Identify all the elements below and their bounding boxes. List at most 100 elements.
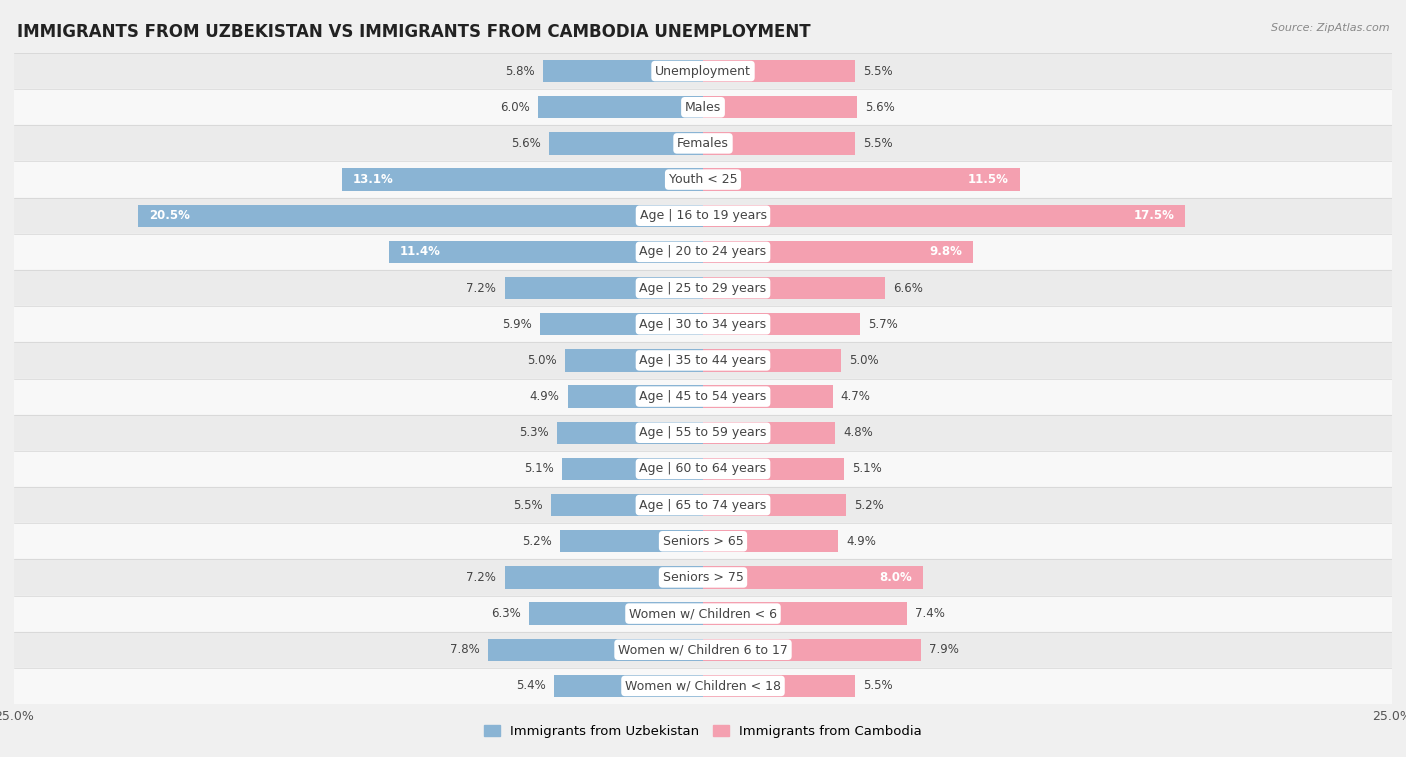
Text: Age | 25 to 29 years: Age | 25 to 29 years <box>640 282 766 294</box>
Bar <box>14 487 1392 523</box>
Text: 4.7%: 4.7% <box>841 390 870 403</box>
Text: Age | 16 to 19 years: Age | 16 to 19 years <box>640 209 766 223</box>
Text: Seniors > 65: Seniors > 65 <box>662 534 744 548</box>
Text: Women w/ Children < 18: Women w/ Children < 18 <box>626 680 780 693</box>
Bar <box>554 674 703 697</box>
Text: 5.1%: 5.1% <box>852 463 882 475</box>
Bar <box>14 451 1392 487</box>
Text: Age | 30 to 34 years: Age | 30 to 34 years <box>640 318 766 331</box>
Text: 4.9%: 4.9% <box>530 390 560 403</box>
Text: 20.5%: 20.5% <box>149 209 190 223</box>
Bar <box>14 53 1392 89</box>
Text: 5.7%: 5.7% <box>869 318 898 331</box>
Bar <box>703 603 907 625</box>
Text: IMMIGRANTS FROM UZBEKISTAN VS IMMIGRANTS FROM CAMBODIA UNEMPLOYMENT: IMMIGRANTS FROM UZBEKISTAN VS IMMIGRANTS… <box>17 23 810 41</box>
Text: 5.1%: 5.1% <box>524 463 554 475</box>
Text: 13.1%: 13.1% <box>353 173 394 186</box>
Text: Age | 20 to 24 years: Age | 20 to 24 years <box>640 245 766 258</box>
Text: 7.9%: 7.9% <box>929 643 959 656</box>
Bar <box>703 674 855 697</box>
Bar <box>14 631 1392 668</box>
Text: 5.0%: 5.0% <box>527 354 557 367</box>
Text: Age | 65 to 74 years: Age | 65 to 74 years <box>640 499 766 512</box>
Text: Youth < 25: Youth < 25 <box>669 173 737 186</box>
Bar <box>703 132 855 154</box>
Text: 5.4%: 5.4% <box>516 680 546 693</box>
Text: 5.2%: 5.2% <box>522 534 551 548</box>
Text: Age | 35 to 44 years: Age | 35 to 44 years <box>640 354 766 367</box>
Text: 7.4%: 7.4% <box>915 607 945 620</box>
Text: 5.5%: 5.5% <box>863 64 893 77</box>
Text: 4.9%: 4.9% <box>846 534 876 548</box>
Text: 11.5%: 11.5% <box>967 173 1010 186</box>
Bar <box>14 559 1392 596</box>
Bar <box>568 385 703 408</box>
Bar <box>14 126 1392 161</box>
Bar <box>703 385 832 408</box>
Bar <box>703 277 884 299</box>
Text: 6.6%: 6.6% <box>893 282 922 294</box>
Bar <box>14 668 1392 704</box>
Bar <box>703 241 973 263</box>
Bar <box>703 313 860 335</box>
Text: Age | 60 to 64 years: Age | 60 to 64 years <box>640 463 766 475</box>
Bar <box>342 168 703 191</box>
Bar <box>543 60 703 83</box>
Bar <box>540 313 703 335</box>
Bar <box>703 204 1185 227</box>
Bar <box>703 566 924 589</box>
Text: Women w/ Children 6 to 17: Women w/ Children 6 to 17 <box>619 643 787 656</box>
Text: 7.8%: 7.8% <box>450 643 479 656</box>
Text: 8.0%: 8.0% <box>880 571 912 584</box>
Bar <box>557 422 703 444</box>
Text: 11.4%: 11.4% <box>399 245 440 258</box>
Text: 9.8%: 9.8% <box>929 245 962 258</box>
Text: 6.0%: 6.0% <box>499 101 530 114</box>
Bar <box>530 603 703 625</box>
Text: Age | 55 to 59 years: Age | 55 to 59 years <box>640 426 766 439</box>
Text: 4.8%: 4.8% <box>844 426 873 439</box>
Bar <box>703 422 835 444</box>
Bar <box>14 270 1392 306</box>
Bar <box>389 241 703 263</box>
Bar <box>488 639 703 661</box>
Bar <box>14 89 1392 126</box>
Text: 5.5%: 5.5% <box>863 680 893 693</box>
Bar <box>505 277 703 299</box>
Bar <box>703 639 921 661</box>
Text: Women w/ Children < 6: Women w/ Children < 6 <box>628 607 778 620</box>
Text: Males: Males <box>685 101 721 114</box>
Text: Source: ZipAtlas.com: Source: ZipAtlas.com <box>1271 23 1389 33</box>
Bar <box>138 204 703 227</box>
Text: 7.2%: 7.2% <box>467 282 496 294</box>
Text: 17.5%: 17.5% <box>1133 209 1174 223</box>
Bar <box>505 566 703 589</box>
Bar <box>14 342 1392 378</box>
Text: Unemployment: Unemployment <box>655 64 751 77</box>
Bar <box>565 349 703 372</box>
Bar <box>703 349 841 372</box>
Text: 5.8%: 5.8% <box>505 64 534 77</box>
Bar <box>562 458 703 480</box>
Bar <box>703 168 1019 191</box>
Text: 7.2%: 7.2% <box>467 571 496 584</box>
Text: Age | 45 to 54 years: Age | 45 to 54 years <box>640 390 766 403</box>
Text: 5.5%: 5.5% <box>513 499 543 512</box>
Bar <box>703 494 846 516</box>
Bar <box>703 60 855 83</box>
Bar <box>560 530 703 553</box>
Bar <box>14 415 1392 451</box>
Bar <box>14 378 1392 415</box>
Bar <box>551 494 703 516</box>
Text: 5.6%: 5.6% <box>510 137 540 150</box>
Text: 5.6%: 5.6% <box>866 101 896 114</box>
Bar <box>14 161 1392 198</box>
Text: Seniors > 75: Seniors > 75 <box>662 571 744 584</box>
Text: Females: Females <box>678 137 728 150</box>
Text: 5.3%: 5.3% <box>519 426 548 439</box>
Text: 5.2%: 5.2% <box>855 499 884 512</box>
Bar <box>703 96 858 118</box>
Bar <box>703 530 838 553</box>
Bar <box>14 234 1392 270</box>
Text: 5.5%: 5.5% <box>863 137 893 150</box>
